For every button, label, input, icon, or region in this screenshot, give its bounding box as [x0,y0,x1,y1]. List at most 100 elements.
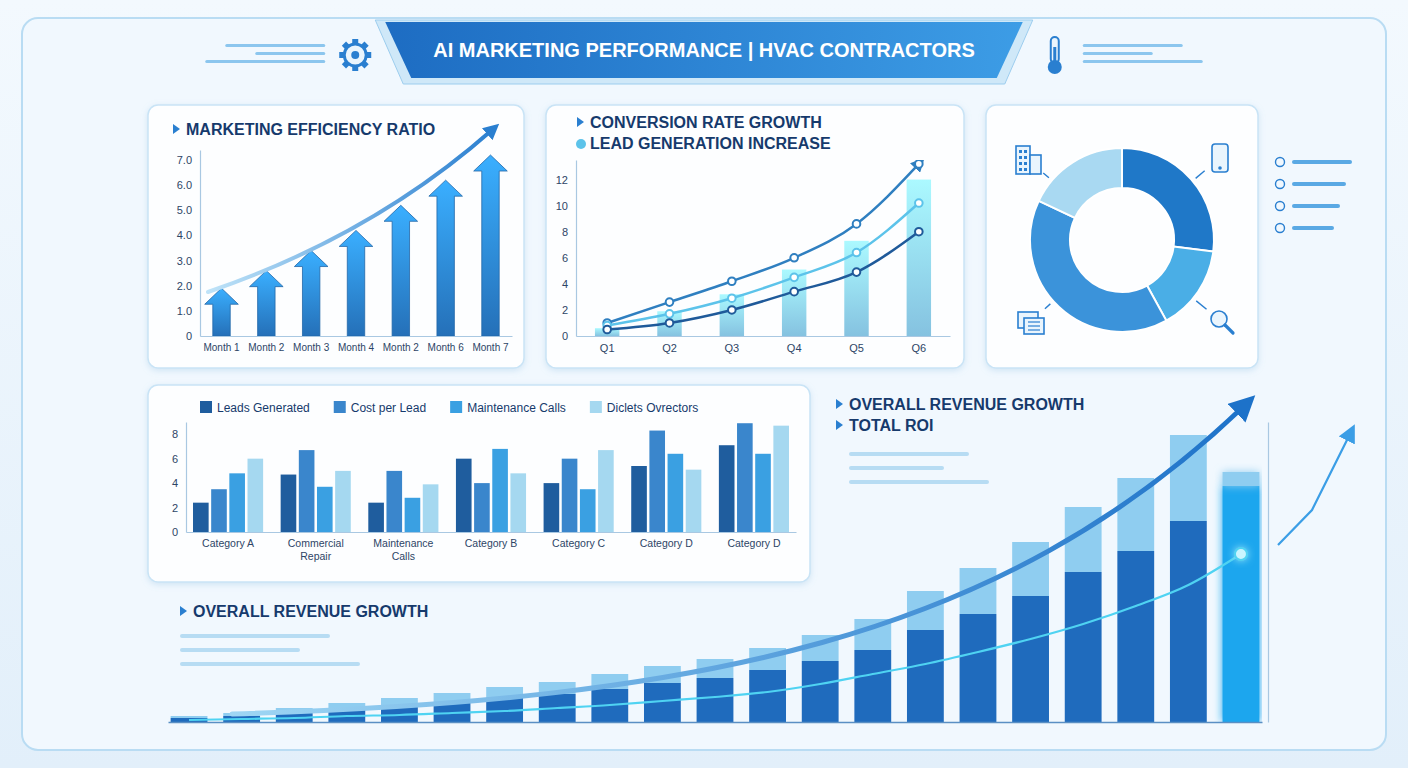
deco-line [180,648,300,652]
line [189,554,1241,720]
bar-segment [1117,551,1154,722]
point [666,298,674,306]
y-axis: 02468 [172,423,187,539]
tick-label: 5.0 [177,204,192,216]
legend-swatch [576,139,586,149]
bar [719,445,735,532]
bar [668,454,684,532]
bar [193,503,209,532]
bar [773,426,789,532]
title-marker [836,399,843,409]
tick-label: Category D [640,537,694,549]
leader-line [1045,304,1050,309]
chart-title: OVERALL REVENUE GROWTH [849,396,1084,413]
icon-part [1028,321,1040,322]
search-icon [1211,311,1233,333]
icon-part [1218,166,1222,170]
tick-label: Month 2 [248,342,285,353]
tick-label: 3.0 [177,255,192,267]
panel-conversion [546,105,964,368]
tick: 12 [556,174,576,186]
tick: Q3 [724,336,739,354]
thermometer-icon [1048,37,1062,74]
tick: 0 [562,330,576,342]
bar [317,487,333,532]
bar [474,483,490,532]
x-axis: Month 1Month 2Month 3Month 4Month 2Month… [201,336,513,353]
page-root: AI MARKETING PERFORMANCE | HVAC CONTRACT… [0,0,1408,768]
tick: Month 3 [293,336,330,353]
point [790,254,798,262]
tick: 2 [562,304,576,316]
line [607,232,919,330]
bar [248,459,264,532]
tick-label: Month 1 [203,342,240,353]
tick: MaintenanceCalls [373,532,433,562]
arrow-bar [250,271,284,336]
point [790,274,798,282]
chart-title: TOTAL ROI [849,417,933,434]
tick-label: Month 2 [383,342,420,353]
point [853,249,861,257]
bar [562,459,578,532]
deco-dot [1276,180,1285,189]
legend-swatch [590,401,602,413]
tick-label: Month 6 [428,342,465,353]
icon-part [1024,156,1027,159]
legend-label: Diclets Ovrectors [607,401,698,415]
tick-label: Month 7 [472,342,509,353]
tick: 10 [556,200,576,212]
y-axis: 024681012 [556,161,577,343]
axis-line [186,423,187,533]
bar [492,449,508,532]
tick: 0 [186,330,200,342]
donut-slice [1030,201,1166,332]
icon-part [1024,162,1027,165]
tick: Q1 [600,336,615,354]
icon-part [1016,146,1030,174]
arrow-bar [339,230,373,336]
point [853,220,861,228]
tick-label: Category A [202,537,254,549]
icon-part [1030,155,1041,174]
bar-segment [1223,472,1260,486]
tick: Q4 [787,336,802,354]
banner [385,22,1023,78]
tick: 2 [172,502,186,514]
deco-line [1083,52,1153,55]
bar-segment [907,630,944,722]
icon-part [1019,156,1022,159]
bar [598,450,614,532]
tick: 4.0 [177,229,200,241]
tick-label-line: Maintenance [373,537,433,549]
tick: Category D [640,532,694,549]
bar-segment [749,670,786,722]
arrow-bar [474,155,508,336]
tick: 6.0 [177,179,200,191]
icon-part [1024,318,1044,334]
tick-label: 4 [172,477,178,489]
tick-label: Q1 [600,342,615,354]
title-marker [180,606,187,616]
tick-label: 10 [556,200,568,212]
point [915,160,923,168]
deco-line [849,480,989,484]
bar [423,484,439,532]
bar-segment [1012,596,1049,722]
title-marker [173,124,180,134]
deco-line [1292,204,1340,208]
chart-title: CONVERSION RATE GROWTH [590,114,822,131]
banner-back [375,20,1033,84]
tick-label: 2 [562,304,568,316]
deco-line [849,452,969,456]
bar [456,459,472,532]
panel-donut [986,105,1258,368]
point [915,228,923,236]
tick: 1.0 [177,305,200,317]
tick: 4 [172,477,186,489]
legend-swatch [450,401,462,413]
donut-slice [1122,148,1214,252]
bar [580,489,596,532]
phone-icon [1212,144,1228,172]
chart-title: MARKETING EFFICIENCY RATIO [186,121,435,138]
